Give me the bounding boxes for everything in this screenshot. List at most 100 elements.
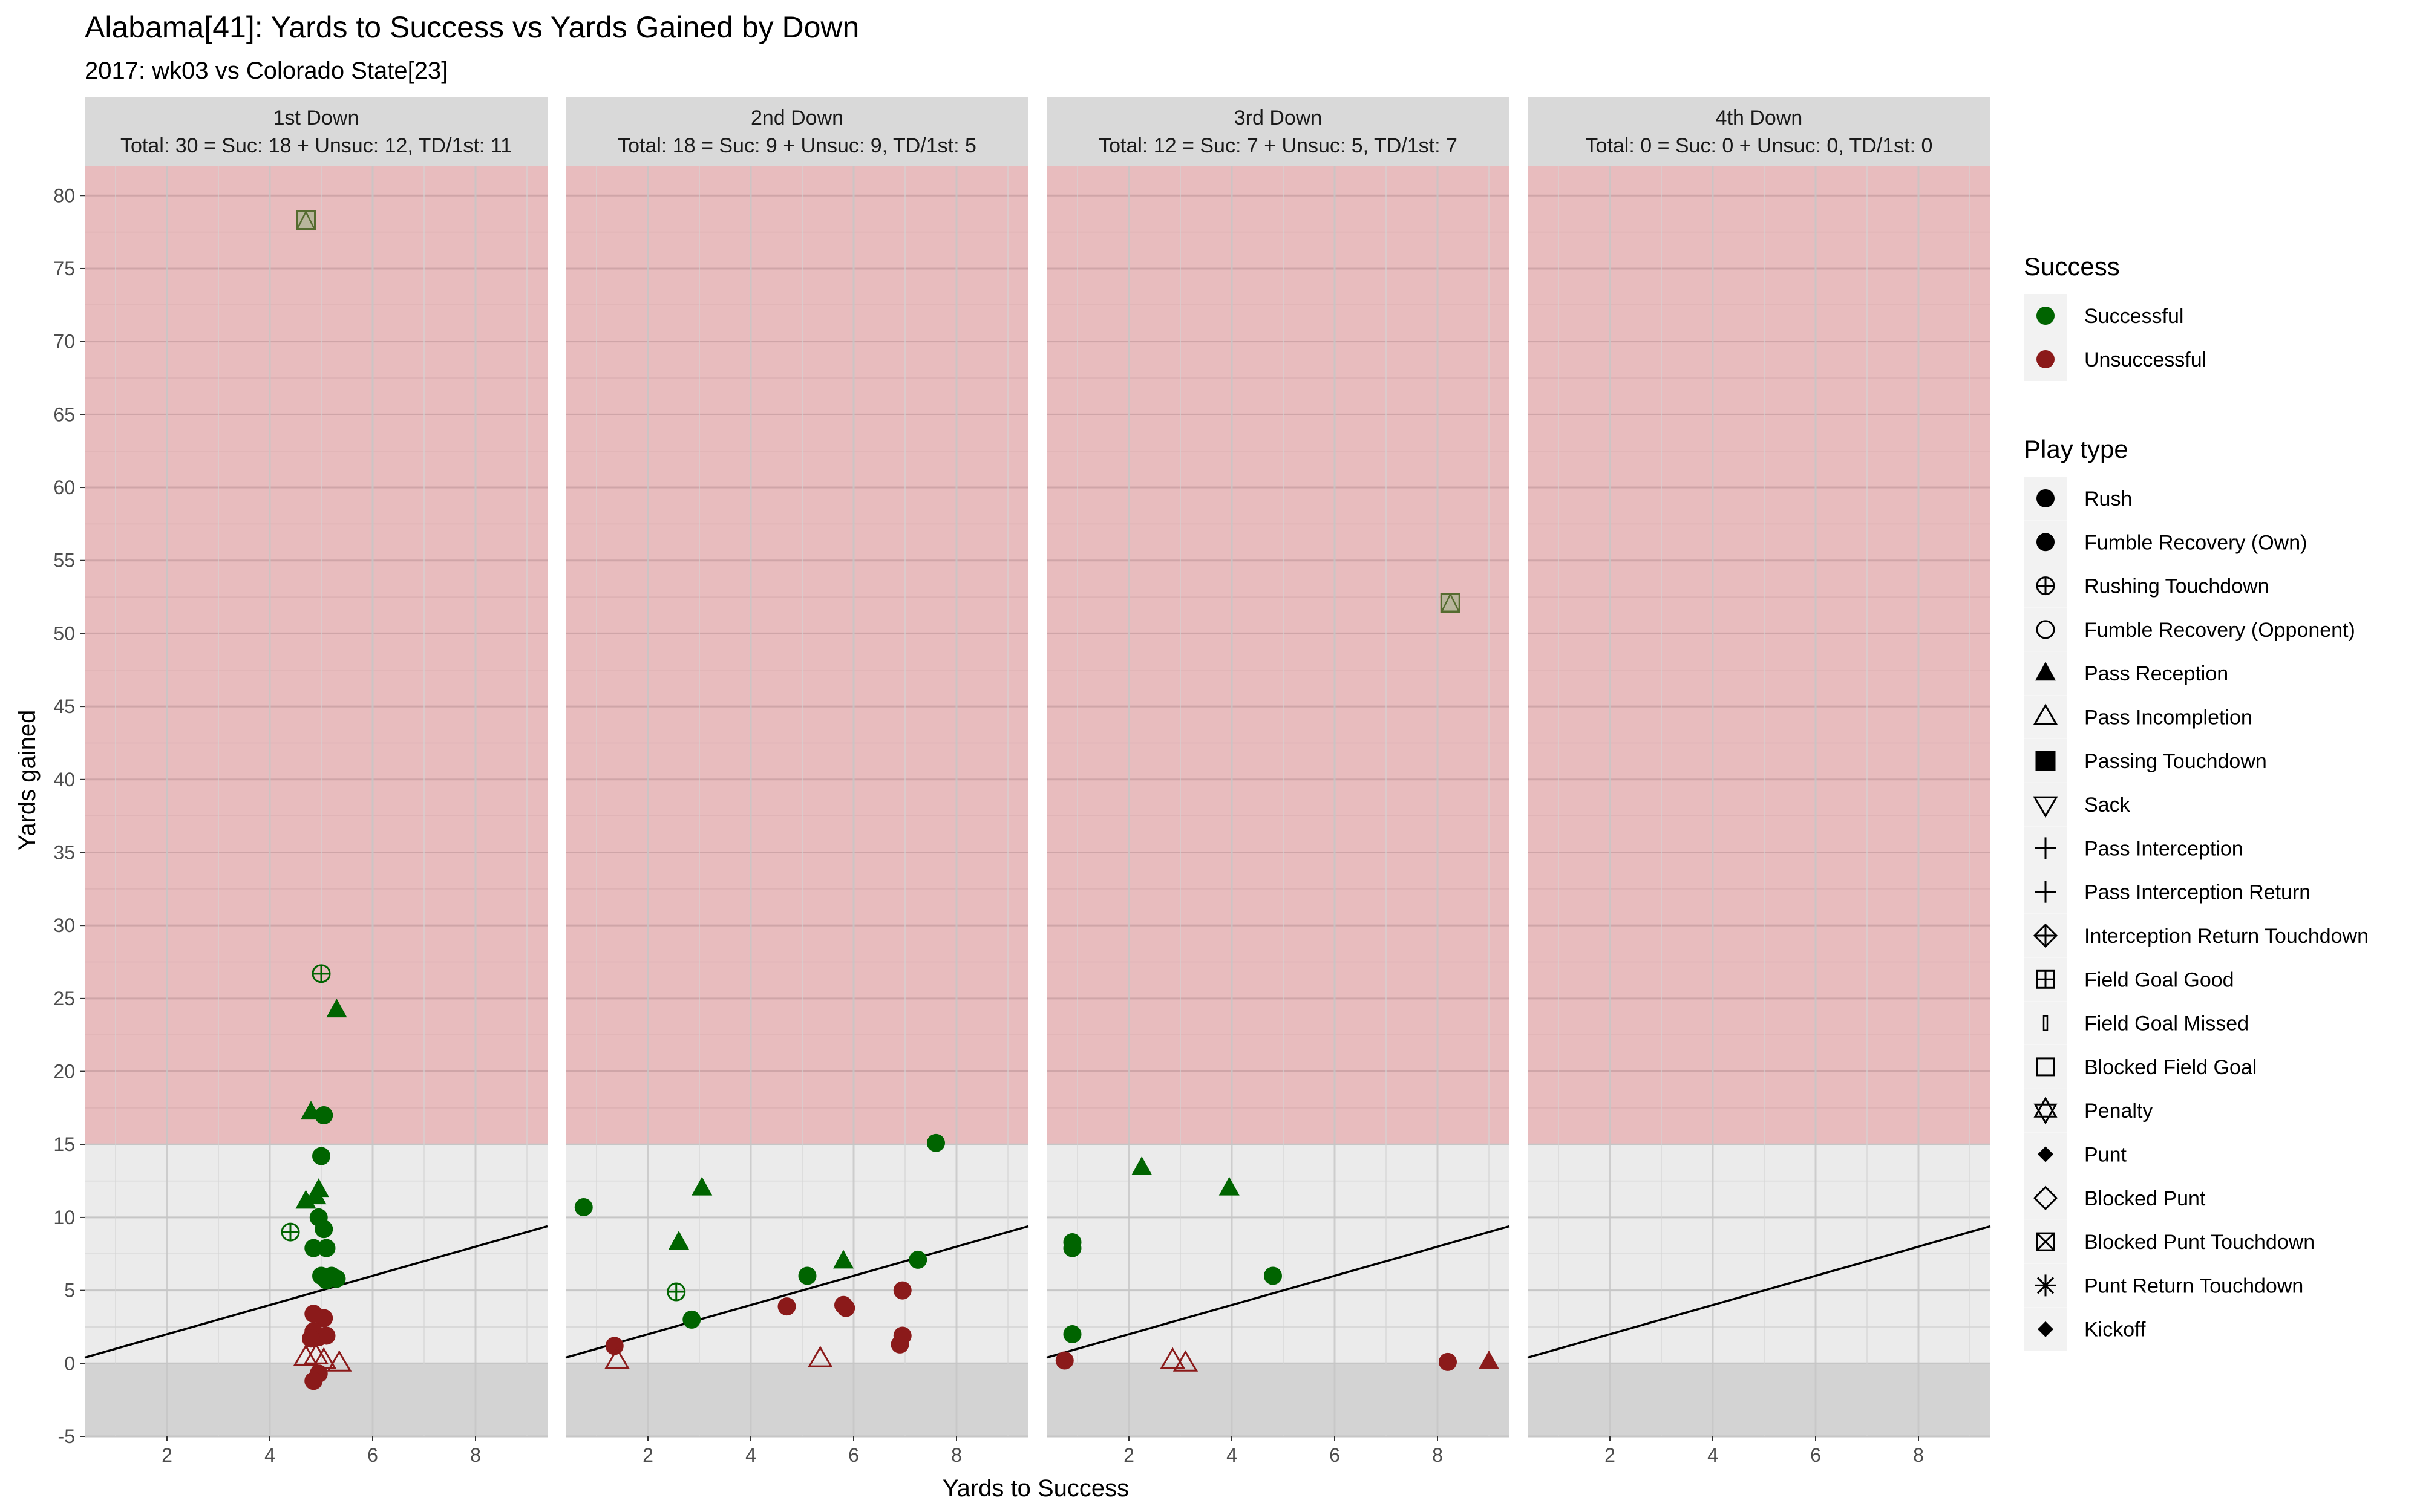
data-point-passing-td: [1440, 592, 1460, 613]
reference-line: [565, 1225, 1029, 1359]
big-gain-band: [1047, 166, 1509, 1145]
x-tick-label: 2: [643, 1444, 653, 1466]
facet-panel: 3rd Down Total: 12 = Suc: 7 + Unsuc: 5, T…: [1046, 97, 1510, 1466]
y-tick-label: 30: [53, 914, 75, 936]
x-tick-label: 2: [162, 1444, 172, 1466]
x-tick-label: 2: [1123, 1444, 1134, 1466]
facet-strip-title: 2nd Down: [751, 106, 843, 129]
facet-panel: 2nd Down Total: 18 = Suc: 9 + Unsuc: 9, T…: [565, 97, 1029, 1466]
data-point-pass-reception: [295, 1190, 316, 1209]
legend-success-swatch: [2036, 307, 2055, 325]
legend-play-type-marker: [2035, 1274, 2056, 1297]
data-point-rush: [1439, 1352, 1457, 1371]
facet-panel: 1st Down Total: 30 = Suc: 18 + Unsuc: 12,…: [84, 97, 548, 1466]
data-point-pass-reception: [669, 1230, 689, 1250]
data-point-rush: [1063, 1325, 1082, 1344]
legend-play-type-label: Field Goal Missed: [2084, 1012, 2249, 1035]
legend-success-label: Unsuccessful: [2084, 348, 2206, 371]
legend-play-type-marker: [2042, 1015, 2049, 1031]
chart-title: Alabama[41]: Yards to Success vs Yards G…: [85, 10, 859, 44]
data-point-rush: [1063, 1239, 1082, 1257]
facet-panels: 1st Down Total: 30 = Suc: 18 + Unsuc: 12,…: [84, 97, 1991, 1466]
data-point-rush: [605, 1337, 624, 1355]
facet-strip-summary: Total: 12 = Suc: 7 + Unsuc: 5, TD/1st: 7: [1099, 134, 1457, 157]
legend-key: [2024, 607, 2067, 651]
data-point-rush: [891, 1335, 909, 1354]
y-tick-label: 70: [53, 331, 75, 353]
data-point-pass-reception: [833, 1250, 854, 1269]
data-point-pass-reception: [1479, 1350, 1499, 1369]
legend-play-type-label: Penalty: [2084, 1100, 2153, 1123]
y-axis: -5 0 5 10 15 20 25 30 35 40 45 50 55 60 65 70 75 80: [53, 184, 85, 1447]
data-point-pass-reception: [692, 1176, 713, 1196]
legend-play-type-marker: [2036, 969, 2055, 989]
data-point-rush: [304, 1239, 323, 1257]
y-tick-label: 50: [53, 622, 75, 644]
legend-success-label: Successful: [2084, 305, 2183, 328]
data-point-rush: [682, 1310, 701, 1329]
data-point-rush: [837, 1299, 855, 1317]
data-point-rush: [893, 1281, 912, 1300]
facet-strip: [85, 97, 548, 166]
data-point-rush: [302, 1329, 320, 1348]
x-tick-label: 6: [1329, 1444, 1340, 1466]
legend-play-type-label: Pass Reception: [2084, 662, 2228, 685]
data-point-rush: [777, 1297, 796, 1316]
legend-play-type-label: Punt: [2084, 1144, 2127, 1167]
y-tick-label: 25: [53, 988, 75, 1009]
y-tick-label: 15: [53, 1133, 75, 1155]
data-point-pass-incompletion: [293, 1344, 319, 1366]
legend-play-type-label: Fumble Recovery (Own): [2084, 531, 2307, 554]
data-point-pass-incompletion: [327, 1350, 352, 1372]
facet-panel: 4th Down Total: 0 = Suc: 0 + Unsuc: 0, TD…: [1527, 97, 1991, 1466]
reference-line: [84, 1225, 548, 1359]
x-tick-label: 6: [367, 1444, 378, 1466]
data-point-passing-td: [296, 210, 316, 230]
legend-play-type-label: Pass Interception Return: [2084, 881, 2310, 904]
legend-key: [2024, 1001, 2067, 1045]
y-tick-label: 20: [53, 1061, 75, 1083]
facet-strip: [1528, 97, 1990, 166]
legend-play-type-marker: [2036, 576, 2055, 596]
data-point-pass-reception: [326, 999, 347, 1018]
data-point-pass-incompletion: [604, 1347, 630, 1369]
facet-strip: [566, 97, 1028, 166]
data-point-rush: [909, 1250, 927, 1269]
data-point-rush: [315, 1309, 333, 1328]
legend-key: [2024, 783, 2067, 827]
y-tick-label: 65: [53, 403, 75, 425]
data-point-rush: [304, 1372, 323, 1390]
data-point-pass-reception: [1131, 1156, 1153, 1175]
data-point-rush: [1055, 1351, 1074, 1370]
legend-play-type-label: Blocked Field Goal: [2084, 1056, 2257, 1079]
legend-play-type-label: Pass Incompletion: [2084, 706, 2252, 729]
legend-play-type-marker: [2035, 881, 2056, 903]
facet-strip-title: 3rd Down: [1234, 106, 1323, 129]
legend-play-type-label: Pass Interception: [2084, 837, 2243, 860]
data-point-rush: [317, 1326, 336, 1345]
x-axis-label: Yards to Success: [943, 1475, 1129, 1502]
data-point-pass-reception: [1218, 1176, 1240, 1196]
data-point-rush: [798, 1266, 817, 1285]
legend-play-type-label: Sack: [2084, 793, 2131, 816]
reference-line: [1527, 1225, 1991, 1359]
y-tick-label: 35: [53, 841, 75, 863]
x-tick-label: 4: [1226, 1444, 1237, 1466]
data-point-rush: [312, 1147, 330, 1165]
y-tick-label: 0: [64, 1352, 75, 1374]
legend-play-type-marker: [2036, 620, 2055, 639]
data-point-pass-incompletion: [808, 1346, 833, 1367]
x-tick-label: 4: [745, 1444, 756, 1466]
data-point-pass-incompletion: [1160, 1347, 1185, 1369]
legend-play-type-marker: [2038, 1146, 2053, 1162]
y-tick-label: 45: [53, 696, 75, 717]
legend-key: [2024, 1044, 2067, 1089]
x-tick-label: 8: [1432, 1444, 1443, 1466]
legend-play-type-marker: [2038, 1321, 2053, 1337]
facet-strip-summary: Total: 18 = Suc: 9 + Unsuc: 9, TD/1st: 5: [618, 134, 976, 157]
data-point-rush: [1264, 1266, 1282, 1285]
legend-play-type-label: Passing Touchdown: [2084, 750, 2267, 773]
facet-strip-summary: Total: 30 = Suc: 18 + Unsuc: 12, TD/1st:…: [120, 134, 512, 157]
data-point-rush: [574, 1198, 593, 1217]
